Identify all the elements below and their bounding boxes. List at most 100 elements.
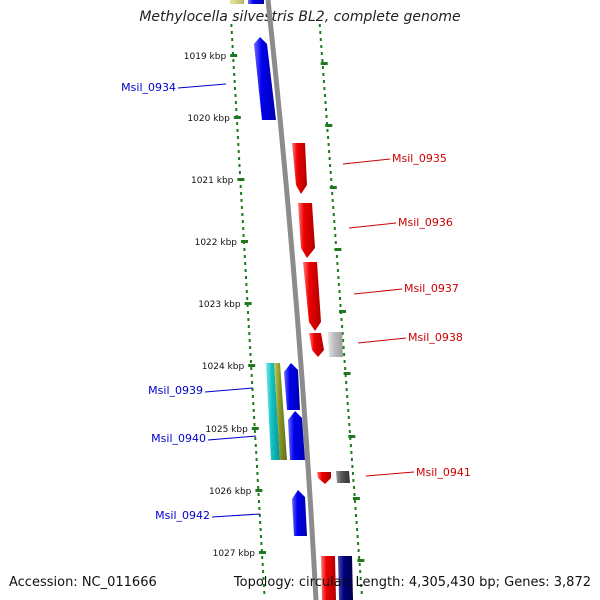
guide-dot bbox=[319, 31, 322, 34]
gene-label-msil-0938[interactable]: Msil_0938 bbox=[408, 331, 463, 344]
guide-dot bbox=[345, 388, 348, 391]
guide-dot bbox=[245, 290, 248, 293]
gene-msil-0941[interactable] bbox=[317, 472, 331, 484]
guide-dot bbox=[260, 542, 263, 545]
gene-msil-0938[interactable] bbox=[309, 333, 324, 357]
guide-dot bbox=[327, 136, 330, 139]
gene-partial-bottom-red[interactable] bbox=[321, 556, 336, 600]
gene-msil-0936[interactable] bbox=[298, 203, 315, 258]
guide-dot bbox=[325, 115, 328, 118]
gene-msil-0938-neighbor[interactable] bbox=[328, 332, 343, 357]
guide-dot bbox=[258, 500, 260, 503]
accession-label: Accession: NC_011666 bbox=[9, 575, 157, 590]
guide-dot bbox=[322, 73, 325, 76]
guide-dot bbox=[339, 304, 342, 307]
gene-partial-top-yellow[interactable] bbox=[230, 0, 244, 4]
guide-dot bbox=[333, 220, 336, 223]
guide-dot bbox=[323, 87, 326, 90]
guide-dot bbox=[348, 423, 351, 426]
guide-dot bbox=[347, 409, 350, 412]
gene-label-msil-0934[interactable]: Msil_0934 bbox=[121, 81, 176, 94]
guide-dot bbox=[329, 171, 332, 174]
guide-dot bbox=[253, 416, 256, 419]
guide-dot bbox=[244, 269, 247, 272]
gene-label-msil-0937[interactable]: Msil_0937 bbox=[404, 282, 459, 295]
genome-summary: Topology: circular; Length: 4,305,430 bp… bbox=[233, 575, 591, 590]
tick-label: 1025 kbp bbox=[205, 425, 248, 435]
gene-labels: Msil_0934 Msil_0935 Msil_0936 Msil_0937 … bbox=[121, 81, 471, 522]
guide-dot bbox=[360, 591, 363, 594]
guide-dot bbox=[354, 507, 357, 510]
guide-dot bbox=[344, 374, 347, 377]
gene-label-msil-0939[interactable]: Msil_0939 bbox=[148, 384, 203, 397]
guide-dot bbox=[324, 101, 327, 104]
gene-msil-0941-neighbor[interactable] bbox=[336, 471, 350, 483]
tick-mark-outer bbox=[352, 497, 360, 500]
guide-dot bbox=[258, 507, 261, 510]
guide-dot bbox=[352, 479, 355, 482]
gene-label-msil-0941[interactable]: Msil_0941 bbox=[416, 466, 471, 479]
tick-mark-outer bbox=[320, 62, 328, 65]
guide-dot bbox=[355, 514, 357, 517]
tick-mark-outer bbox=[348, 435, 356, 438]
gene-msil-0942[interactable] bbox=[292, 490, 307, 536]
guide-dot bbox=[255, 458, 258, 461]
guide-dot bbox=[351, 472, 354, 475]
guide-dot bbox=[342, 346, 345, 349]
guide-dot bbox=[327, 143, 330, 146]
guide-dot bbox=[243, 255, 246, 258]
guide-dot bbox=[250, 367, 253, 370]
gene-label-msil-0936[interactable]: Msil_0936 bbox=[398, 216, 453, 229]
gene-msil-0934[interactable] bbox=[254, 37, 276, 120]
guide-dot bbox=[249, 353, 252, 356]
guide-dot bbox=[347, 416, 350, 419]
tick-group: 1019 kbp 1020 kbp 1021 kbp 1022 kbp 1023 kbp… bbox=[184, 52, 365, 562]
guide-dot bbox=[344, 367, 347, 370]
gene-label-msil-0940[interactable]: Msil_0940 bbox=[151, 432, 206, 445]
guide-dot bbox=[232, 59, 235, 62]
gene-msil-0935[interactable] bbox=[292, 143, 307, 194]
guide-dot bbox=[357, 542, 360, 545]
guide-dot bbox=[335, 255, 338, 258]
tick-mark-inner bbox=[248, 364, 256, 367]
gene-label-msil-0935[interactable]: Msil_0935 bbox=[392, 152, 447, 165]
guide-dot bbox=[234, 101, 237, 104]
guide-dot bbox=[254, 444, 257, 447]
guide-dot bbox=[343, 360, 346, 363]
guide-dot bbox=[259, 528, 262, 531]
guide-dot bbox=[339, 297, 341, 300]
gene-msil-0939-cyan[interactable] bbox=[266, 363, 280, 460]
guide-dot bbox=[332, 213, 335, 216]
tick-mark-outer bbox=[329, 186, 337, 189]
gene-msil-0939-olive[interactable] bbox=[274, 363, 287, 460]
guide-dot bbox=[240, 199, 243, 202]
guide-dot bbox=[255, 451, 258, 454]
gene-msil-0940[interactable] bbox=[288, 411, 305, 460]
guide-dot bbox=[320, 45, 323, 48]
guide-dot bbox=[332, 206, 335, 209]
gene-msil-0939[interactable] bbox=[284, 363, 300, 410]
guide-dot bbox=[251, 381, 254, 384]
gene-label-msil-0942[interactable]: Msil_0942 bbox=[155, 509, 210, 522]
guide-dot bbox=[356, 535, 359, 538]
guide-dot bbox=[233, 73, 236, 76]
guide-dot bbox=[251, 395, 254, 398]
guide-dot bbox=[326, 122, 328, 125]
guide-dot bbox=[354, 500, 356, 503]
guide-dot bbox=[341, 325, 344, 328]
guide-dot bbox=[337, 283, 340, 286]
gene-partial-bottom-navy[interactable] bbox=[338, 556, 353, 600]
guide-dot bbox=[245, 283, 248, 286]
guide-dot bbox=[359, 570, 362, 573]
gene-msil-0937[interactable] bbox=[303, 262, 321, 331]
guide-dot bbox=[260, 549, 263, 552]
guide-dot bbox=[246, 304, 249, 307]
guide-dot bbox=[240, 206, 243, 209]
guide-dot bbox=[256, 479, 259, 482]
gene-partial-top-blue[interactable] bbox=[248, 0, 264, 4]
guide-dot bbox=[350, 451, 353, 454]
guide-dot bbox=[238, 157, 241, 160]
guide-dot bbox=[232, 52, 234, 55]
guide-dot bbox=[237, 143, 240, 146]
guide-dot bbox=[355, 521, 358, 524]
